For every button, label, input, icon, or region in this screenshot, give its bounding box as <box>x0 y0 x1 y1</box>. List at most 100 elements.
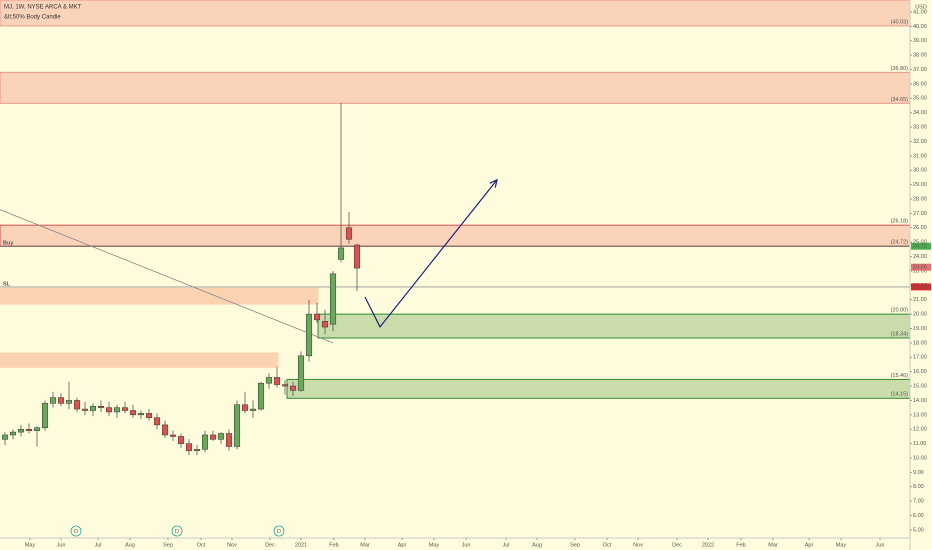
zone <box>286 378 911 399</box>
y-tick-label: 31.00 <box>913 153 927 159</box>
candle-body <box>193 449 201 452</box>
price-label-box <box>911 263 931 271</box>
y-tick-label: 19.00 <box>913 326 927 332</box>
candle-body <box>113 407 121 413</box>
y-tick-label: 18.00 <box>913 340 927 346</box>
y-tick-label: 24.00 <box>913 254 927 260</box>
y-tick-label: 11.00 <box>913 441 926 447</box>
candle-body <box>73 400 81 410</box>
y-tick-label: 29.00 <box>913 182 927 188</box>
x-tick-label: Jun <box>462 542 471 548</box>
candle-body <box>281 384 289 387</box>
candle-body <box>105 407 113 413</box>
chart-title: MJ, 1W, NYSE ARCA & MKT <box>4 5 82 11</box>
x-tick-label: Apr <box>398 542 407 548</box>
price-label-box <box>911 242 931 250</box>
x-tick-label: Dec <box>265 542 275 548</box>
y-tick-label: 39.00 <box>913 38 927 44</box>
zone-label: (15.46) <box>891 373 909 379</box>
zone <box>0 352 279 368</box>
candle-body <box>353 244 361 269</box>
zone-label: (24.72) <box>891 240 909 246</box>
zone-label: (18.34) <box>891 331 909 337</box>
x-tick-label: Feb <box>736 542 745 548</box>
candle-body <box>297 355 305 391</box>
candle-body <box>289 385 297 391</box>
y-tick-label: 37.00 <box>913 67 927 73</box>
trend-line <box>0 209 334 344</box>
y-tick-label: 23.00 <box>913 268 927 274</box>
x-tick-label: May <box>25 542 36 548</box>
candle-body <box>97 405 105 408</box>
x-tick-label: Oct <box>603 542 612 548</box>
candle-body <box>9 431 17 436</box>
x-tick-label: Sep <box>570 542 580 548</box>
y-tick-label: 13.00 <box>913 412 927 418</box>
y-tick-label: 36.00 <box>913 81 927 87</box>
price-label: 21.89 <box>913 284 927 290</box>
candle-body <box>57 397 65 404</box>
candle-body <box>329 273 337 325</box>
x-tick-label: Nov <box>633 542 643 548</box>
zone <box>0 224 911 247</box>
x-tick-label: May <box>836 542 847 548</box>
x-tick-label: Nov <box>227 542 237 548</box>
x-tick-label: Aug <box>532 542 542 548</box>
y-tick-label: 35.00 <box>913 96 927 102</box>
y-tick-label: 7.00 <box>913 499 924 505</box>
y-tick-label: 15.00 <box>913 384 927 390</box>
candle-body <box>145 413 153 418</box>
candle-body <box>25 428 33 431</box>
candle-body <box>273 377 281 385</box>
price-label: 24.72 <box>913 244 927 250</box>
zone <box>0 0 911 27</box>
candle-body <box>265 377 273 384</box>
candle-body <box>321 321 329 328</box>
y-tick-label: 16.00 <box>913 369 927 375</box>
y-tick-label: 6.00 <box>913 513 924 519</box>
candle-body <box>137 413 145 416</box>
x-tick-label: Dec <box>672 542 682 548</box>
dividend-label: D <box>74 529 78 535</box>
candle-body <box>209 434 217 440</box>
currency: USD <box>915 4 927 10</box>
candle-body <box>217 433 225 440</box>
zone-label: (14.15) <box>891 392 909 398</box>
candle-body <box>177 436 185 444</box>
candle-body <box>201 434 209 450</box>
candle-body <box>225 433 233 447</box>
y-tick-label: 41.00 <box>913 9 927 15</box>
level-label: Buy <box>3 241 14 247</box>
y-tick-label: 27.00 <box>913 211 927 217</box>
dividend-label: D <box>277 529 281 535</box>
y-tick-label: 25.00 <box>913 240 927 246</box>
price-label: 23.26 <box>913 265 927 271</box>
y-tick-label: 10.00 <box>913 455 927 461</box>
y-tick-label: 14.00 <box>913 398 927 404</box>
candle-body <box>249 408 257 411</box>
candle-body <box>81 408 89 411</box>
y-tick-label: 5.00 <box>913 527 924 533</box>
arrow-head <box>489 178 498 188</box>
y-tick-label: 9.00 <box>913 470 924 476</box>
y-tick-label: 17.00 <box>913 355 927 361</box>
candle-body <box>65 400 73 404</box>
y-tick-label: 26.00 <box>913 225 927 231</box>
candle-body <box>257 382 265 410</box>
dividend-marker <box>70 525 82 537</box>
x-tick-label: May <box>429 542 440 548</box>
candle-body <box>121 407 129 411</box>
x-tick-label: Mar <box>360 542 370 548</box>
chart-subtitle: &lt;50% Body Candle <box>4 15 61 21</box>
x-tick-label: Aug <box>125 542 135 548</box>
dividend-marker <box>171 525 183 537</box>
y-tick-label: 34.00 <box>913 110 927 116</box>
x-tick-label: 2021 <box>295 542 307 548</box>
y-tick-label: 20.00 <box>913 312 927 318</box>
y-tick-label: 21.00 <box>913 297 927 303</box>
candle-body <box>41 403 49 429</box>
candle-body <box>313 313 321 321</box>
projection-path <box>364 179 498 329</box>
candle-body <box>129 410 137 416</box>
